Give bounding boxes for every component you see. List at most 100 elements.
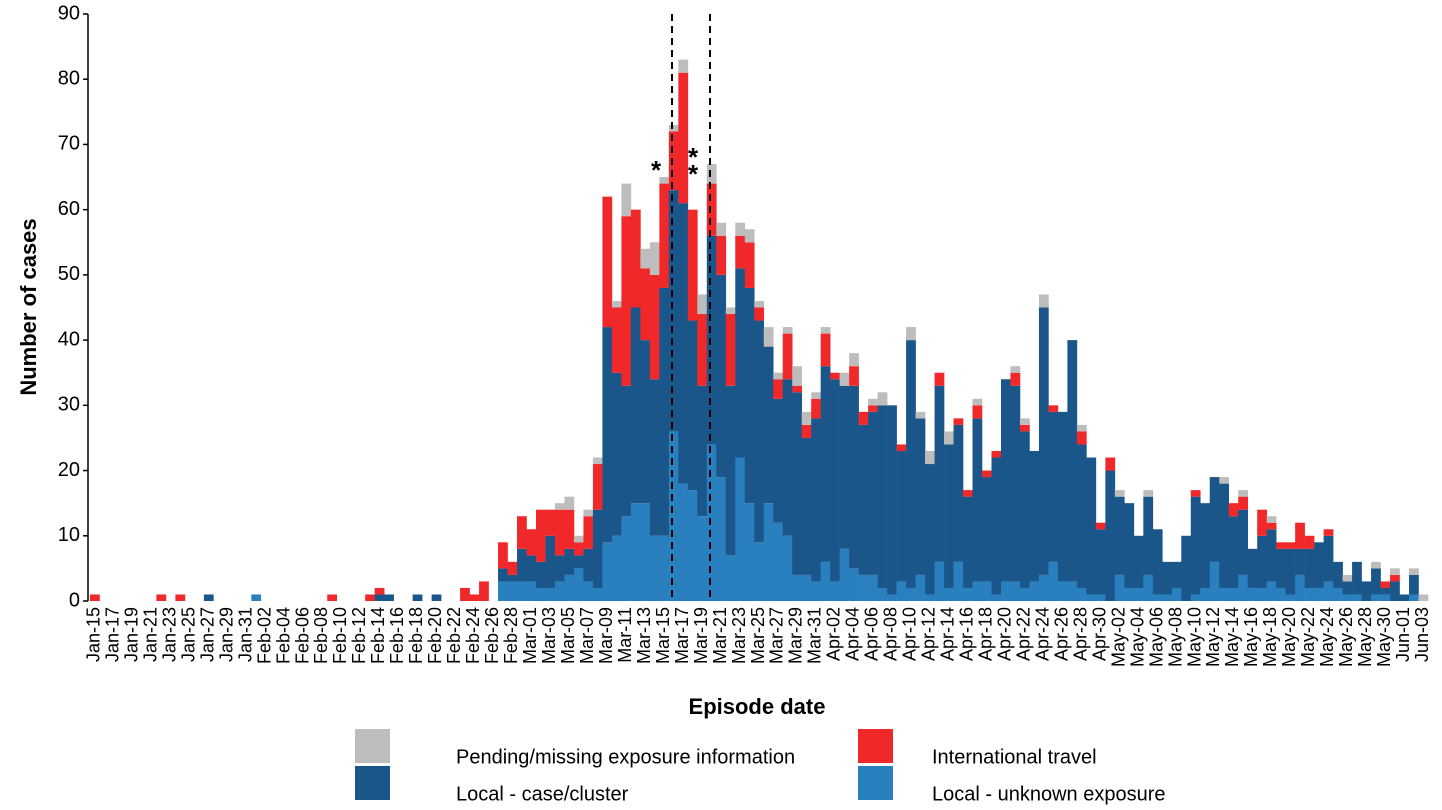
bar-segment <box>782 379 793 536</box>
bar-segment <box>156 594 167 601</box>
bar-segment <box>592 457 603 465</box>
bar-segment <box>773 522 784 601</box>
bar-segment <box>1143 574 1154 601</box>
bar-segment <box>687 320 698 491</box>
bar-segment <box>991 450 1002 458</box>
bar-segment <box>1342 581 1353 595</box>
x-tick-label: May-14 <box>1222 607 1242 667</box>
bar-segment <box>754 300 765 308</box>
bar-segment <box>1418 594 1429 601</box>
bar-segment <box>507 561 518 575</box>
x-tick-label: Apr-08 <box>881 607 901 661</box>
bar-segment <box>1019 418 1030 425</box>
bar-segment <box>1048 405 1059 412</box>
bar-segment <box>1228 516 1239 588</box>
bar-segment <box>801 574 812 601</box>
bar-segment <box>678 483 689 601</box>
x-tick-label: Feb-02 <box>254 607 274 664</box>
legend-label: Local - case/cluster <box>456 783 629 805</box>
bar-segment <box>706 183 717 236</box>
bar-segment <box>649 535 660 601</box>
bar-segment <box>1323 535 1334 582</box>
y-tick-label: 60 <box>58 198 80 220</box>
bar-segment <box>877 405 888 588</box>
bar-segment <box>896 450 907 582</box>
bar-segment <box>953 418 964 425</box>
bar-segment <box>1029 450 1040 582</box>
bar-segment <box>849 385 859 569</box>
x-tick-label: May-26 <box>1336 607 1356 667</box>
bar-segment <box>1314 587 1324 601</box>
y-tick-label: 50 <box>58 263 80 285</box>
bar-segment <box>1257 535 1267 588</box>
bar-segment <box>1057 581 1068 601</box>
bar-segment <box>602 196 613 328</box>
x-tick-label: May-18 <box>1260 607 1280 667</box>
bar-segment <box>1219 587 1230 601</box>
bar-segment <box>735 457 746 601</box>
bar-segment <box>1380 594 1391 601</box>
bar-segment <box>1285 548 1296 595</box>
bar-segment <box>564 496 575 510</box>
bar-segment <box>716 222 727 236</box>
bar-segment <box>1124 587 1135 601</box>
x-tick-label: Feb-14 <box>368 607 388 664</box>
bar-segment <box>877 587 888 601</box>
bar-segment <box>944 587 954 601</box>
bar-segment <box>1010 366 1021 373</box>
x-tick-label: May-30 <box>1374 607 1394 667</box>
bar-segment <box>820 561 831 601</box>
bar-segment <box>1390 574 1400 582</box>
y-tick-label: 20 <box>58 459 80 481</box>
x-tick-label: Mar-11 <box>615 607 635 663</box>
x-tick-label: Mar-03 <box>539 607 559 664</box>
bar-segment <box>611 535 622 601</box>
x-tick-label: Apr-30 <box>1089 607 1109 661</box>
bar-segment <box>1038 307 1049 575</box>
bar-segment <box>801 411 812 425</box>
x-tick-label: Feb-06 <box>292 607 312 664</box>
bar-segment <box>611 372 622 536</box>
bar-segment <box>1152 529 1163 595</box>
bar-segment <box>1304 535 1315 549</box>
bar-segment <box>640 248 651 269</box>
bar-segment <box>498 581 508 601</box>
x-tick-label: Feb-18 <box>406 607 426 664</box>
bar-segment <box>1352 594 1362 601</box>
bar-segment <box>763 346 774 504</box>
legend-swatch <box>355 766 390 800</box>
bar-segment <box>1190 496 1201 595</box>
bar-segment <box>1105 457 1116 471</box>
bar-segment <box>1380 587 1391 595</box>
x-tick-label: Mar-17 <box>672 607 692 664</box>
bar-segment <box>1019 431 1030 588</box>
x-tick-label: Feb-08 <box>311 607 331 664</box>
x-tick-label: Mar-07 <box>577 607 597 664</box>
bar-segment <box>327 594 338 601</box>
legend-swatch <box>355 729 390 763</box>
bar-segment <box>830 581 840 601</box>
bar-segment <box>554 581 565 601</box>
bar-segment <box>526 555 537 582</box>
bar-segment <box>744 242 755 288</box>
bar-segment <box>1219 483 1230 588</box>
bar-segment <box>1238 496 1249 510</box>
bar-segment <box>621 385 632 517</box>
bar-segment <box>953 424 964 562</box>
bar-segment <box>517 581 527 601</box>
x-axis-title: Episode date <box>689 694 826 719</box>
bar-segment <box>849 568 859 601</box>
bar-segment <box>90 594 100 601</box>
x-tick-label: Feb-22 <box>444 607 464 664</box>
bar-segment <box>944 431 954 445</box>
bar-segment <box>526 529 537 556</box>
bar-segment <box>1257 587 1267 601</box>
bar-segment <box>573 542 584 556</box>
bar-segment <box>374 594 385 601</box>
bar-segment <box>536 509 546 562</box>
bar-segment <box>203 594 214 601</box>
x-tick-label: Mar-19 <box>691 607 711 664</box>
bar-segment <box>554 503 565 510</box>
bar-segment <box>630 209 641 308</box>
bar-segment <box>1285 542 1296 549</box>
